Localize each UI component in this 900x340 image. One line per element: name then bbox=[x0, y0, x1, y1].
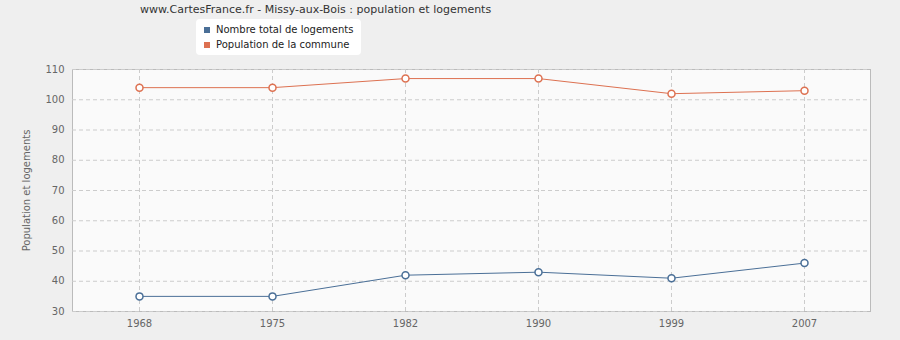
svg-text:1968: 1968 bbox=[127, 318, 152, 329]
svg-text:1982: 1982 bbox=[393, 318, 418, 329]
svg-text:90: 90 bbox=[52, 124, 65, 135]
svg-text:110: 110 bbox=[45, 64, 64, 75]
svg-text:1975: 1975 bbox=[260, 318, 285, 329]
html-text:Population de la commune: Population de la commune bbox=[216, 39, 350, 50]
svg-text:60: 60 bbox=[52, 215, 65, 226]
svg-text:100: 100 bbox=[45, 94, 64, 105]
svg-text:1990: 1990 bbox=[526, 318, 551, 329]
svg-text:2007: 2007 bbox=[792, 318, 817, 329]
svg-text:Population et logements: Population et logements bbox=[21, 130, 32, 252]
html-text:www.CartesFrance.fr - Missy-au: www.CartesFrance.fr - Missy-aux-Bois : p… bbox=[140, 3, 492, 16]
svg-text:80: 80 bbox=[52, 154, 65, 165]
svg-text:70: 70 bbox=[52, 185, 65, 196]
svg-text:30: 30 bbox=[52, 306, 65, 317]
svg-text:40: 40 bbox=[52, 275, 65, 286]
svg-text:1999: 1999 bbox=[659, 318, 684, 329]
html-text:Nombre total de logements: Nombre total de logements bbox=[216, 24, 354, 35]
svg-text:50: 50 bbox=[52, 245, 65, 256]
